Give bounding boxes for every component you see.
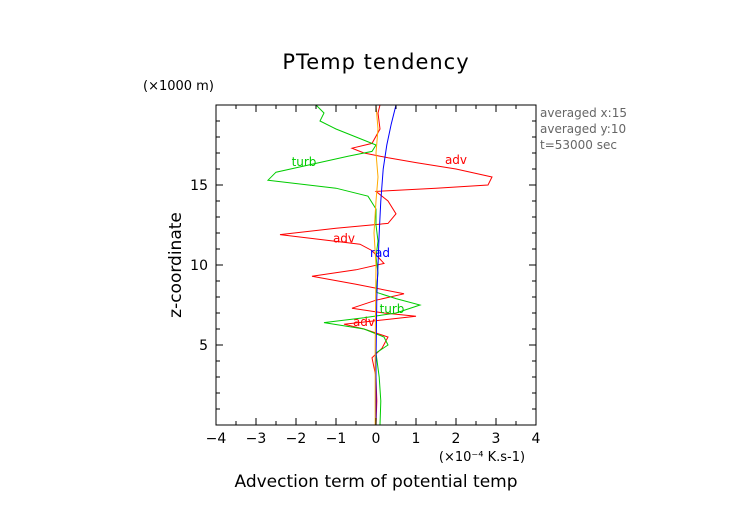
chart-title: PTemp tendency — [282, 50, 469, 74]
x-tick-label: 2 — [452, 431, 461, 447]
series-line-rad — [375, 104, 397, 425]
x-tick-label: 1 — [412, 431, 421, 447]
x-tick-label: −2 — [286, 431, 307, 447]
info-line: averaged x:15 — [540, 106, 627, 120]
x-unit-label: (×10⁻⁴ K.s-1) — [439, 450, 525, 465]
x-tick-label: 0 — [372, 431, 381, 447]
x-tick-label: 4 — [532, 431, 541, 447]
series-label-adv-1: adv — [333, 232, 355, 246]
y-unit-label: (×1000 m) — [143, 79, 214, 94]
info-line: t=53000 sec — [540, 138, 617, 152]
x-tick-label: −1 — [326, 431, 347, 447]
x-tick-label: −3 — [246, 431, 267, 447]
info-line: averaged y:10 — [540, 122, 626, 136]
y-tick-label: 15 — [190, 178, 208, 194]
series-label-turb-0: turb — [292, 155, 317, 169]
x-axis-label: Advection term of potential temp — [234, 472, 517, 492]
series-label-rad-0: rad — [370, 246, 390, 260]
y-tick-label: 5 — [199, 338, 208, 354]
x-tick-label: −4 — [206, 431, 227, 447]
info-box: averaged x:15 averaged y:10 t=53000 sec — [540, 106, 627, 152]
y-axis-label: z-coordinate — [166, 212, 186, 318]
series-line-turb — [266, 104, 422, 426]
series-line-series-3 — [373, 104, 379, 425]
series-line-adv — [279, 104, 493, 426]
axes: −4 −3 −2 −1 0 1 2 3 4 5 10 15 — [190, 104, 541, 447]
series-label-adv-0: adv — [445, 153, 467, 167]
series-label-turb-1: turb — [380, 302, 405, 316]
x-tick-label: 3 — [492, 431, 501, 447]
y-tick-label: 10 — [190, 258, 208, 274]
